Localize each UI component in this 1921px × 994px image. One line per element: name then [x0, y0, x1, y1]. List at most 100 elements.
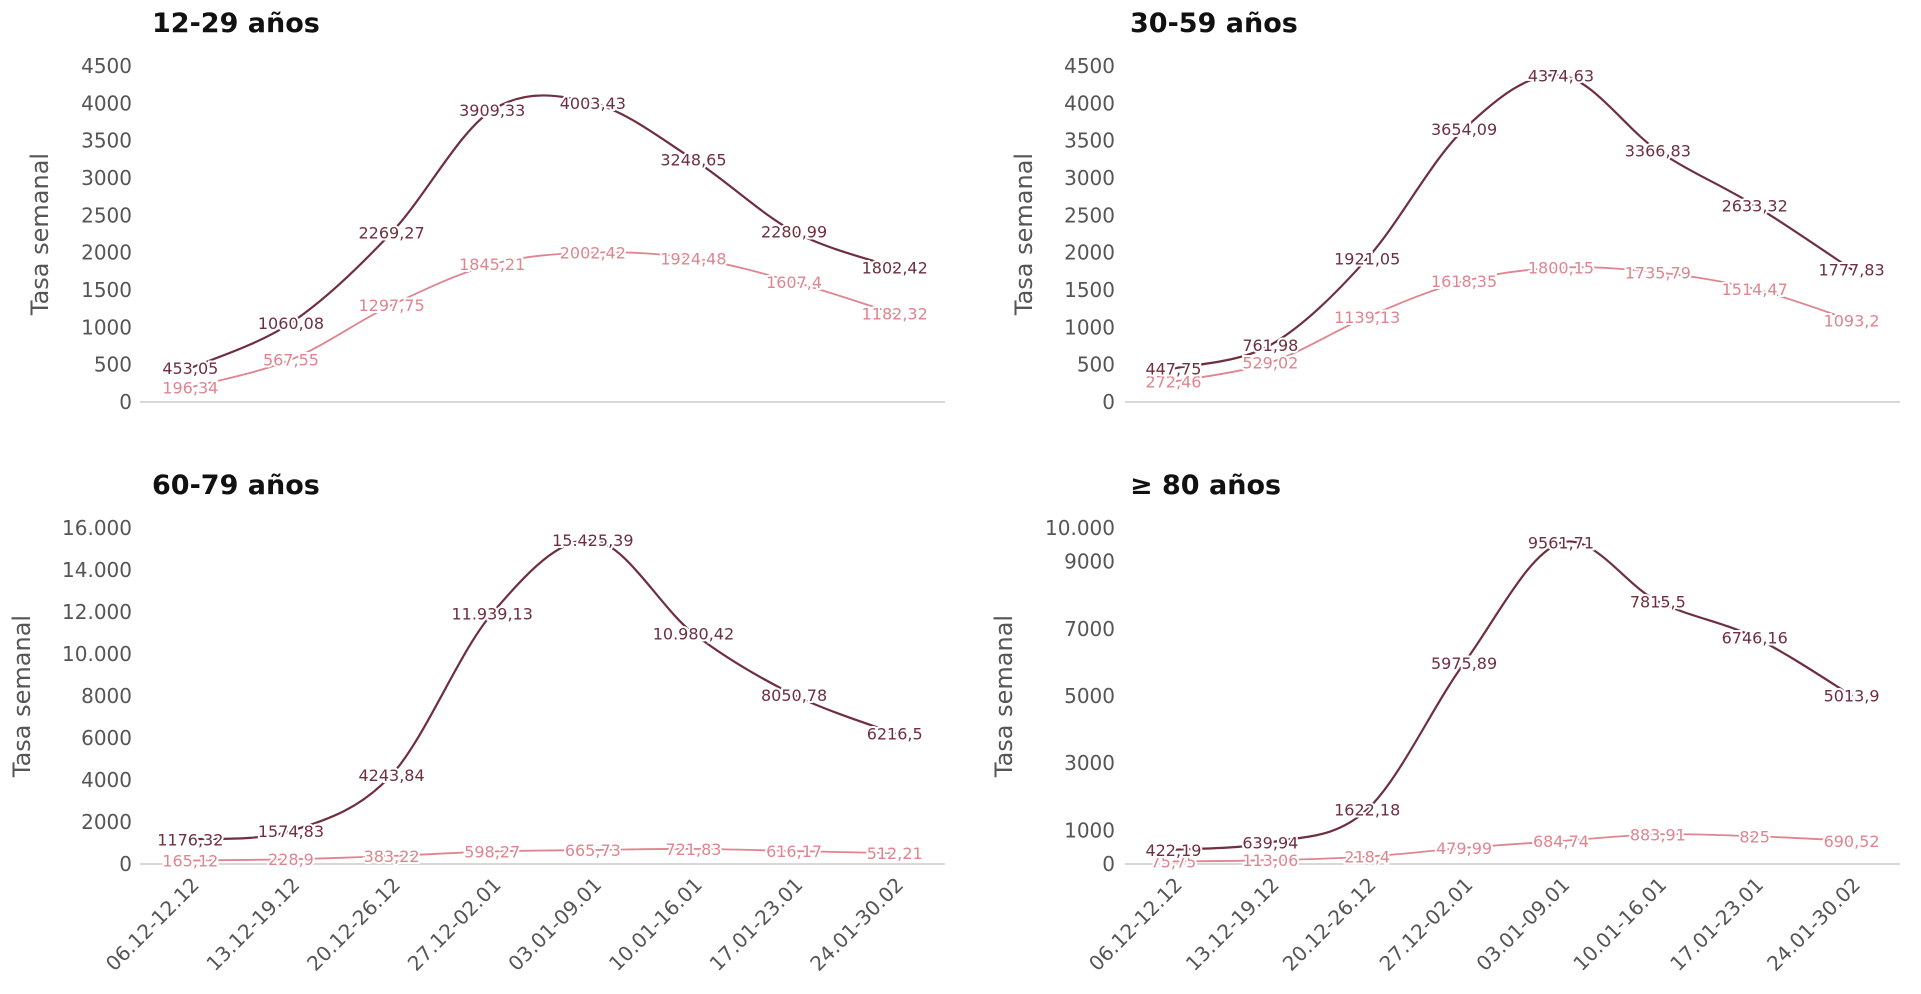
- light-data-label: 567,55: [263, 351, 319, 370]
- chart-panel-4: ≥ 80 años 0 1000 3000 5000 7000 9000 10.000 Tasa…: [990, 470, 1900, 976]
- y-tick-label: 0: [119, 852, 132, 876]
- y-tick-label: 1000: [1064, 818, 1115, 842]
- dark-data-label: 2280,99: [761, 223, 827, 242]
- y-tick-label: 2500: [1064, 203, 1115, 227]
- dark-data-label: 3654,09: [1431, 120, 1497, 139]
- dark-series-line: [189, 94, 896, 370]
- y-axis-label: Tasa semanal: [8, 615, 36, 778]
- y-tick-label: 2000: [1064, 241, 1115, 265]
- dark-data-label: 11.939,13: [451, 604, 532, 623]
- y-tick-label: 1500: [1064, 278, 1115, 302]
- y-tick-label: 2000: [81, 810, 132, 834]
- dark-data-label: 2633,32: [1722, 196, 1788, 215]
- dark-data-label: 3909,33: [459, 101, 525, 120]
- y-tick-label: 3500: [1064, 129, 1115, 153]
- dark-series-line: [1172, 74, 1853, 370]
- x-tick-label: 06.12-12.12: [101, 873, 204, 976]
- light-data-label: 165,12: [162, 852, 218, 871]
- y-tick-label: 4500: [81, 54, 132, 78]
- dark-data-label: 8050,78: [761, 686, 827, 705]
- chart-title: 60-79 años: [152, 470, 320, 501]
- light-data-label: 1845,21: [459, 255, 525, 274]
- y-tick-label: 3000: [1064, 166, 1115, 190]
- light-data-label: 1093,2: [1824, 311, 1880, 330]
- chart-title: 12-29 años: [152, 8, 320, 39]
- dark-data-label: 422,19: [1145, 841, 1201, 860]
- dark-data-label: 1060,08: [258, 314, 324, 333]
- light-data-label: 616,17: [766, 842, 822, 861]
- chart-panel-3: 60-79 años 0 2000 4000 6000 8000 10.000 12.000 1…: [8, 470, 945, 976]
- light-data-label: 1618,35: [1431, 272, 1497, 291]
- dark-data-label: 1622,18: [1334, 800, 1400, 819]
- dark-data-label: 5975,89: [1431, 654, 1497, 673]
- y-tick-label: 0: [1102, 390, 1115, 414]
- dark-data-label: 761,98: [1242, 336, 1298, 355]
- x-tick-label: 03.01-09.01: [503, 873, 606, 976]
- y-tick-label: 2500: [81, 203, 132, 227]
- dark-data-label: 1574,83: [258, 822, 324, 841]
- light-data-label: 690,52: [1824, 832, 1880, 851]
- x-tick-label: 27.12-02.01: [1375, 873, 1478, 976]
- y-tick-label: 10.000: [62, 642, 132, 666]
- dark-data-label: 7815,5: [1630, 592, 1686, 611]
- light-data-label: 1514,47: [1722, 280, 1788, 299]
- y-axis-label: Tasa semanal: [26, 153, 54, 316]
- dark-data-label: 4003,43: [560, 94, 626, 113]
- x-tick-label: 13.12-19.12: [1181, 873, 1284, 976]
- y-tick-label: 0: [1102, 852, 1115, 876]
- y-tick-label: 500: [1077, 353, 1115, 377]
- light-data-label: 825: [1739, 827, 1770, 846]
- x-tick-label: 10.01-16.01: [1568, 873, 1671, 976]
- dark-data-label: 4243,84: [358, 766, 424, 785]
- y-tick-label: 8000: [81, 684, 132, 708]
- y-tick-label: 14.000: [62, 558, 132, 582]
- light-series-line: [1172, 833, 1853, 863]
- dark-data-label: 5013,9: [1824, 687, 1880, 706]
- light-data-label: 218,4: [1344, 848, 1390, 867]
- x-tick-label: 17.01-23.01: [705, 873, 808, 976]
- y-tick-label: 0: [119, 390, 132, 414]
- light-data-label: 75,75: [1151, 852, 1197, 871]
- y-tick-label: 5000: [1064, 684, 1115, 708]
- dark-data-label: 2269,27: [358, 224, 424, 243]
- chart-title: ≥ 80 años: [1130, 470, 1281, 501]
- x-tick-label: 03.01-09.01: [1471, 873, 1574, 976]
- light-data-label: 684,74: [1533, 832, 1589, 851]
- y-tick-label: 3000: [81, 166, 132, 190]
- light-data-label: 196,34: [162, 378, 218, 397]
- dark-data-label: 3366,83: [1625, 142, 1691, 161]
- dark-data-label: 1176,32: [157, 830, 223, 849]
- y-tick-label: 7000: [1064, 617, 1115, 641]
- x-tick-label: 10.01-16.01: [604, 873, 707, 976]
- light-data-label: 228,9: [268, 850, 314, 869]
- y-tick-label: 10.000: [1045, 516, 1115, 540]
- chart-panel-1: 12-29 años 0 500 1000 1500 2000 2500 3000 3500 40…: [26, 8, 945, 414]
- dark-series-line: [1172, 540, 1853, 851]
- y-tick-label: 1000: [1064, 315, 1115, 339]
- light-data-label: 1297,75: [358, 296, 424, 315]
- y-tick-label: 1500: [81, 278, 132, 302]
- light-data-label: 113,06: [1242, 851, 1298, 870]
- light-data-label: 1182,32: [862, 305, 928, 324]
- light-series-line: [189, 251, 896, 389]
- y-tick-label: 1000: [81, 315, 132, 339]
- light-data-label: 272,46: [1145, 373, 1201, 392]
- y-tick-label: 4500: [1064, 54, 1115, 78]
- chart-title: 30-59 años: [1130, 8, 1298, 39]
- light-data-label: 665,73: [565, 841, 621, 860]
- x-tick-label: 17.01-23.01: [1665, 873, 1768, 976]
- y-tick-label: 6000: [81, 726, 132, 750]
- light-data-label: 1800,15: [1528, 259, 1594, 278]
- dark-data-label: 6746,16: [1722, 628, 1788, 647]
- dark-data-label: 639,94: [1242, 833, 1298, 852]
- y-axis-label: Tasa semanal: [1010, 153, 1038, 316]
- x-tick-label: 13.12-19.12: [201, 873, 304, 976]
- y-tick-label: 9000: [1064, 550, 1115, 574]
- y-tick-label: 3500: [81, 129, 132, 153]
- light-series-line: [1172, 266, 1853, 383]
- chart-panel-2: 30-59 años 0 500 1000 1500 2000 2500 3000 3500 40…: [1010, 8, 1900, 414]
- dark-data-label: 9561,71: [1528, 534, 1594, 553]
- light-data-label: 883,91: [1630, 825, 1686, 844]
- x-tick-label: 20.12-26.12: [302, 873, 405, 976]
